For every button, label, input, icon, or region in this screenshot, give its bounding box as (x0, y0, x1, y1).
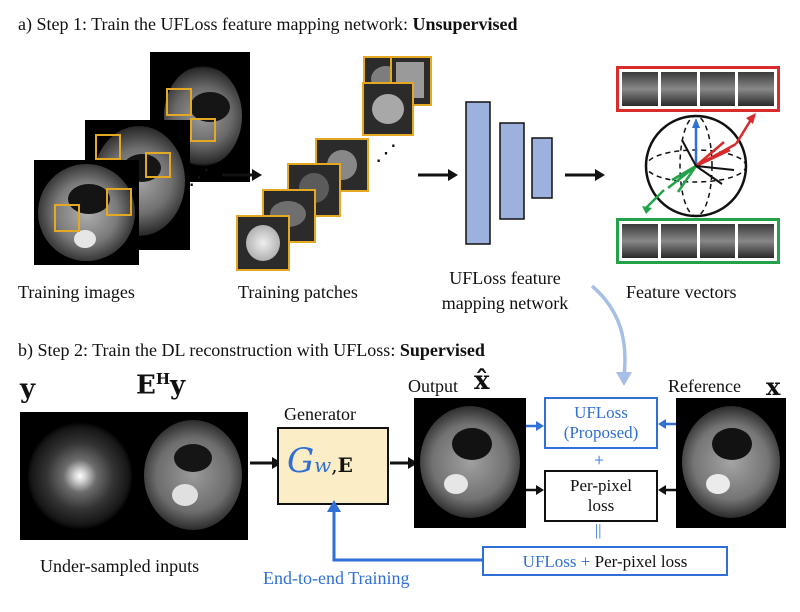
ellipsis: ⋰ (188, 164, 210, 189)
transfer-arrow-icon (590, 284, 632, 386)
feature-patches-green (616, 218, 780, 264)
network-label-line1: UFLoss feature (449, 268, 561, 288)
per-pixel-box: Per-pixel loss (544, 470, 658, 522)
training-images-label: Training images (18, 282, 135, 302)
zero-filled-image (138, 412, 248, 540)
symbol-xhat: x̂ (474, 366, 490, 396)
under-sampled-label: Under-sampled inputs (40, 556, 200, 576)
network-label-line2: mapping network (441, 293, 569, 313)
network-layer-2 (499, 122, 525, 220)
patch-5 (362, 82, 414, 136)
patch-ellipsis: ⋰ (375, 140, 397, 165)
feature-sphere (642, 113, 756, 218)
symbol-y: y (20, 374, 36, 404)
kspace-image (20, 412, 138, 540)
generator-label: Generator (284, 404, 356, 424)
symbol-x: x (766, 372, 781, 401)
training-patches-label: Training patches (238, 282, 358, 302)
equals-sign: || (595, 522, 602, 539)
arrow-right-icon (390, 457, 418, 469)
end-to-end-label: End-to-end Training (263, 568, 410, 588)
network-layer-3 (531, 137, 553, 199)
plus-sign: + (594, 450, 605, 470)
output-label: Output (408, 376, 459, 396)
arrow-right-icon (565, 169, 605, 181)
arrow-right-icon (526, 421, 544, 431)
step-b-title: b) Step 2: Train the DL reconstruction w… (18, 340, 485, 360)
ufloss-box: UFLoss (Proposed) (544, 397, 658, 449)
generator-box: Gw,E (277, 427, 389, 505)
output-image (414, 398, 526, 528)
combined-loss-box: UFLoss + Per-pixel loss (482, 546, 728, 576)
reference-label: Reference (668, 376, 741, 396)
generator-symbol: Gw,E (287, 441, 353, 481)
arrow-right-icon (418, 169, 458, 181)
patch-1 (236, 215, 290, 271)
feature-patches-red (616, 66, 780, 112)
feature-mapping-network (465, 101, 553, 245)
symbol-ehy: EHy (136, 370, 186, 401)
network-layer-1 (465, 101, 491, 245)
arrow-right-icon (222, 169, 262, 181)
arrow-left-icon (658, 419, 676, 429)
arrow-left-icon (658, 485, 676, 495)
step-a-title: a) Step 1: Train the UFLoss feature mapp… (18, 14, 518, 34)
end-to-end-arrow-icon (327, 500, 482, 562)
training-image-1 (34, 160, 139, 265)
feature-vectors-label: Feature vectors (626, 282, 737, 302)
reference-image (676, 398, 786, 528)
arrow-right-icon (526, 485, 544, 495)
